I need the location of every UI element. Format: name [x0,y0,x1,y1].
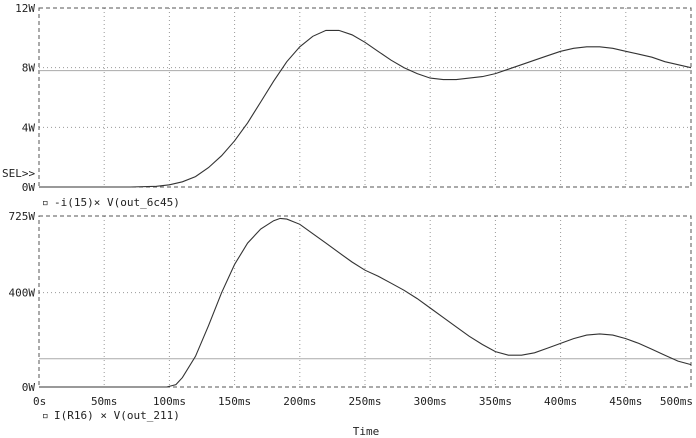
legend-label: -i(15)× V(out_6c45) [54,196,180,209]
plot-frame [38,215,692,388]
y-tick-label: 0W [22,381,36,394]
x-tick-label: 300ms [414,395,447,408]
x-tick-label: 50ms [91,395,118,408]
x-tick-label: 250ms [348,395,381,408]
x-tick-label: 450ms [609,395,642,408]
plot-frame [38,7,692,188]
x-tick-label: 400ms [544,395,577,408]
series-line [39,29,692,188]
y-tick-label: 0W [22,181,36,194]
x-axis-label: Time [353,425,380,438]
x-tick-label: 200ms [283,395,316,408]
x-tick-label: 150ms [218,395,251,408]
series-line [39,217,692,388]
y-tick-label: 4W [22,121,36,134]
x-tick-label: 100ms [153,395,186,408]
y-tick-label: 12W [15,2,35,15]
x-tick-label: 500ms [660,395,693,408]
legend-label: I(R16) × V(out_211) [54,409,180,422]
y-tick-label: 8W [22,62,36,75]
y-tick-label: 725W [9,210,36,223]
selection-marker: SEL>> [2,167,35,180]
y-tick-label: 400W [9,287,36,300]
x-tick-label: 350ms [479,395,512,408]
legend-marker: ▫ [42,196,49,209]
x-tick-label: 0s [33,395,46,408]
legend-marker: ▫ [42,409,49,422]
